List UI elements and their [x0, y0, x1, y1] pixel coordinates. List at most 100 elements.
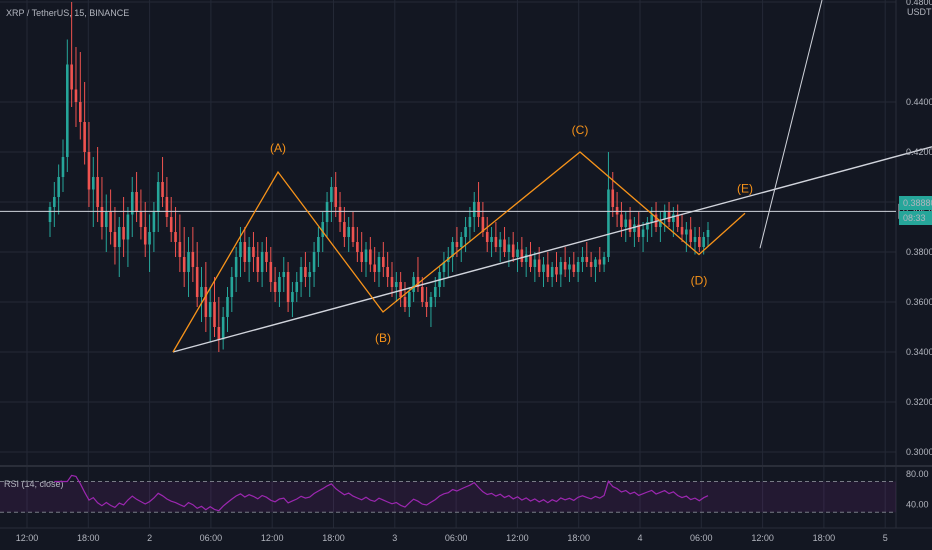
candle-body	[589, 262, 593, 267]
candle	[429, 292, 433, 327]
candle-body	[74, 89, 78, 102]
candle-body	[364, 249, 368, 262]
candle-body	[680, 227, 684, 235]
candle-body	[550, 267, 554, 277]
candle-body	[386, 267, 389, 277]
candle	[395, 272, 398, 302]
candle-body	[607, 189, 610, 257]
candle-body	[260, 252, 264, 272]
candle-body	[343, 222, 346, 237]
candle	[360, 232, 363, 272]
candle-body	[208, 302, 212, 317]
candle-body	[53, 197, 56, 207]
candle	[399, 272, 402, 307]
candle-body	[659, 219, 662, 227]
candle	[312, 242, 316, 287]
candle-body	[226, 297, 229, 317]
candle-body	[61, 157, 65, 177]
candle	[685, 222, 688, 252]
candle	[139, 189, 143, 240]
candle-body	[529, 254, 532, 267]
candle-body	[403, 297, 407, 307]
time-tick-label: 5	[883, 533, 888, 543]
candle-body	[269, 262, 273, 282]
candle-body	[451, 242, 454, 257]
candle-body	[516, 249, 519, 257]
candle	[698, 227, 701, 252]
candle	[633, 217, 636, 247]
candle	[256, 242, 260, 282]
candle-body	[693, 237, 697, 242]
candle-body	[178, 242, 182, 257]
candle	[641, 222, 645, 252]
candle-body	[139, 212, 143, 227]
candle	[624, 212, 628, 242]
candle	[680, 214, 684, 242]
candle-body	[126, 214, 130, 240]
time-tick-label: 12:00	[751, 533, 774, 543]
candle-body	[347, 227, 350, 237]
candle	[676, 204, 679, 232]
candle-body	[702, 237, 705, 247]
candle-body	[200, 287, 203, 297]
candle-body	[498, 239, 502, 247]
candle	[226, 287, 229, 332]
candle	[282, 257, 286, 292]
candle-body	[312, 252, 316, 272]
candle	[646, 217, 649, 242]
time-tick-label: 12:00	[261, 533, 284, 543]
time-tick-label: 12:00	[506, 533, 529, 543]
candle	[377, 252, 381, 287]
candle-body	[334, 187, 338, 207]
candle	[568, 257, 571, 282]
candle	[304, 252, 307, 287]
candle-body	[598, 259, 602, 265]
time-tick-label: 4	[637, 533, 642, 543]
candle-body	[468, 217, 472, 227]
candle	[91, 157, 95, 227]
candle-body	[620, 214, 623, 227]
candle	[230, 267, 234, 312]
time-tick-label: 18:00	[77, 533, 100, 543]
candle-body	[399, 282, 402, 297]
candle	[208, 287, 212, 342]
candle	[330, 177, 333, 222]
candle-body	[278, 277, 281, 292]
candle	[48, 202, 52, 237]
candle	[243, 227, 247, 272]
candle-body	[256, 257, 260, 272]
candle-body	[165, 197, 169, 217]
candle	[628, 207, 632, 237]
candle	[187, 237, 190, 297]
candle-body	[338, 207, 342, 222]
candle	[200, 267, 203, 322]
candle-body	[70, 64, 73, 90]
time-tick-label: 06:00	[445, 533, 468, 543]
candle-body	[247, 247, 251, 262]
candle-body	[273, 282, 277, 292]
candle	[594, 257, 597, 282]
candle	[356, 227, 359, 262]
time-tick-label: 18:00	[322, 533, 345, 543]
candle-body	[408, 292, 411, 307]
axes: 0.480000.440000.420000.400000.380000.360…	[16, 0, 932, 543]
candle	[546, 252, 550, 282]
candle-body	[585, 257, 589, 262]
svg-text:USDT: USDT	[907, 7, 932, 17]
candle	[555, 252, 558, 282]
candle	[464, 217, 467, 252]
candle-body	[109, 212, 112, 232]
candle	[66, 39, 69, 172]
candle-body	[230, 277, 234, 297]
candle	[693, 227, 697, 255]
candle	[351, 212, 355, 247]
candle-body	[148, 232, 151, 245]
candle-body	[594, 259, 597, 267]
time-tick-label: 2	[147, 533, 152, 543]
candle	[299, 257, 303, 297]
time-tick-label: 12:00	[16, 533, 39, 543]
time-tick-label: 06:00	[690, 533, 713, 543]
candle	[247, 237, 251, 282]
